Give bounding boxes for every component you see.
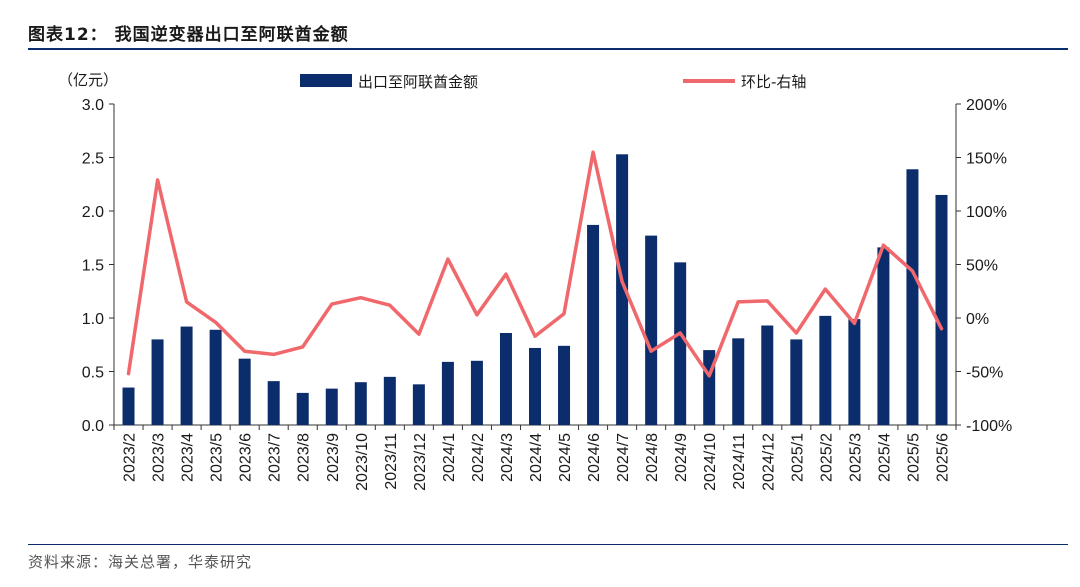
x-tick-label: 2024/7 bbox=[615, 433, 632, 482]
bottom-rule bbox=[28, 544, 1068, 545]
x-tick-label: 2025/2 bbox=[818, 433, 835, 482]
legend-bar-label: 出口至阿联酋金额 bbox=[358, 73, 478, 91]
x-tick-label: 2023/7 bbox=[267, 433, 284, 482]
bar bbox=[645, 235, 658, 425]
x-tick-label: 2024/6 bbox=[586, 433, 603, 482]
bar bbox=[383, 376, 396, 425]
bar bbox=[877, 247, 890, 425]
right-tick-label: -50% bbox=[966, 365, 1003, 382]
bar bbox=[499, 332, 512, 425]
left-axis-unit: （亿元） bbox=[58, 71, 118, 89]
bar bbox=[674, 262, 687, 425]
x-tick-label: 2023/10 bbox=[354, 433, 371, 491]
bar bbox=[354, 382, 367, 425]
x-tick-label: 2023/2 bbox=[122, 433, 139, 482]
right-tick-label: 200% bbox=[966, 97, 1007, 114]
x-tick-label: 2023/11 bbox=[383, 433, 400, 490]
line-layer bbox=[126, 150, 944, 378]
x-tick-label: 2024/8 bbox=[644, 433, 661, 482]
x-tick-label: 2024/2 bbox=[470, 433, 487, 482]
bar bbox=[587, 224, 600, 425]
x-tick-label: 2024/11 bbox=[731, 433, 748, 490]
x-tick-label: 2023/12 bbox=[412, 433, 429, 491]
right-tick-label: 0% bbox=[966, 311, 989, 328]
bars-layer bbox=[122, 154, 948, 426]
figure-title: 图表12： 我国逆变器出口至阿联酋金额 bbox=[28, 25, 349, 45]
legend-line-label: 环比-右轴 bbox=[741, 73, 806, 91]
x-tick-label: 2023/8 bbox=[296, 433, 313, 482]
bar bbox=[122, 387, 135, 425]
x-tick-label: 2024/1 bbox=[441, 433, 458, 482]
bar bbox=[616, 154, 629, 426]
bar bbox=[296, 392, 309, 425]
left-tick-label: 1.0 bbox=[82, 311, 104, 328]
bar bbox=[761, 325, 774, 425]
bar bbox=[819, 315, 832, 425]
axes-layer: 0.0 0.5 1.0 1.5 2.0 2.5 3.0 -100% -50% 0% 50% 100% 1… bbox=[82, 97, 1013, 491]
bar bbox=[529, 347, 541, 425]
top-rule bbox=[28, 48, 1068, 50]
bar bbox=[151, 339, 164, 425]
left-tick-label: 2.0 bbox=[82, 204, 104, 221]
bar bbox=[412, 384, 425, 425]
x-tick-label: 2023/3 bbox=[151, 433, 168, 482]
bar bbox=[790, 339, 803, 425]
right-tick-label: 150% bbox=[966, 151, 1007, 168]
x-tick-label: 2025/1 bbox=[789, 433, 806, 482]
x-tick-label: 2025/4 bbox=[876, 433, 893, 482]
x-tick-label: 2024/12 bbox=[760, 433, 777, 491]
right-tick-label: -100% bbox=[966, 418, 1012, 435]
bar bbox=[732, 338, 745, 425]
x-tick-label: 2023/4 bbox=[180, 433, 197, 482]
x-tick-label: 2025/6 bbox=[934, 433, 951, 482]
bar bbox=[209, 329, 222, 425]
left-tick-label: 2.5 bbox=[82, 151, 104, 168]
left-tick-label: 0.0 bbox=[82, 418, 104, 435]
right-tick-label: 100% bbox=[966, 204, 1007, 221]
bar bbox=[848, 319, 861, 425]
x-tick-label: 2023/5 bbox=[209, 433, 226, 482]
bar bbox=[267, 381, 280, 425]
bar bbox=[470, 360, 483, 425]
legend: 出口至阿联酋金额 环比-右轴 bbox=[300, 73, 806, 91]
x-tick-label: 2024/3 bbox=[499, 433, 516, 482]
x-tick-label: 2024/5 bbox=[557, 433, 574, 482]
x-tick-label: 2024/9 bbox=[673, 433, 690, 482]
x-tick-label: 2023/6 bbox=[238, 433, 255, 482]
source-note: 资料来源：海关总署，华泰研究 bbox=[28, 553, 253, 571]
bar bbox=[906, 169, 919, 425]
left-tick-label: 1.5 bbox=[82, 258, 104, 275]
bar bbox=[238, 358, 251, 425]
bar bbox=[325, 388, 338, 425]
bar bbox=[558, 345, 571, 425]
x-tick-label: 2023/9 bbox=[325, 433, 342, 482]
bar bbox=[180, 326, 193, 425]
x-tick-label: 2024/4 bbox=[528, 433, 545, 482]
left-tick-label: 3.0 bbox=[82, 97, 104, 114]
x-tick-label: 2025/3 bbox=[847, 433, 864, 482]
left-tick-label: 0.5 bbox=[82, 365, 104, 382]
bar bbox=[441, 361, 454, 425]
bar bbox=[935, 194, 948, 425]
right-tick-label: 50% bbox=[966, 258, 998, 275]
legend-bar-swatch bbox=[300, 74, 352, 87]
x-tick-label: 2025/5 bbox=[905, 433, 922, 482]
x-tick-label: 2024/10 bbox=[702, 433, 719, 491]
